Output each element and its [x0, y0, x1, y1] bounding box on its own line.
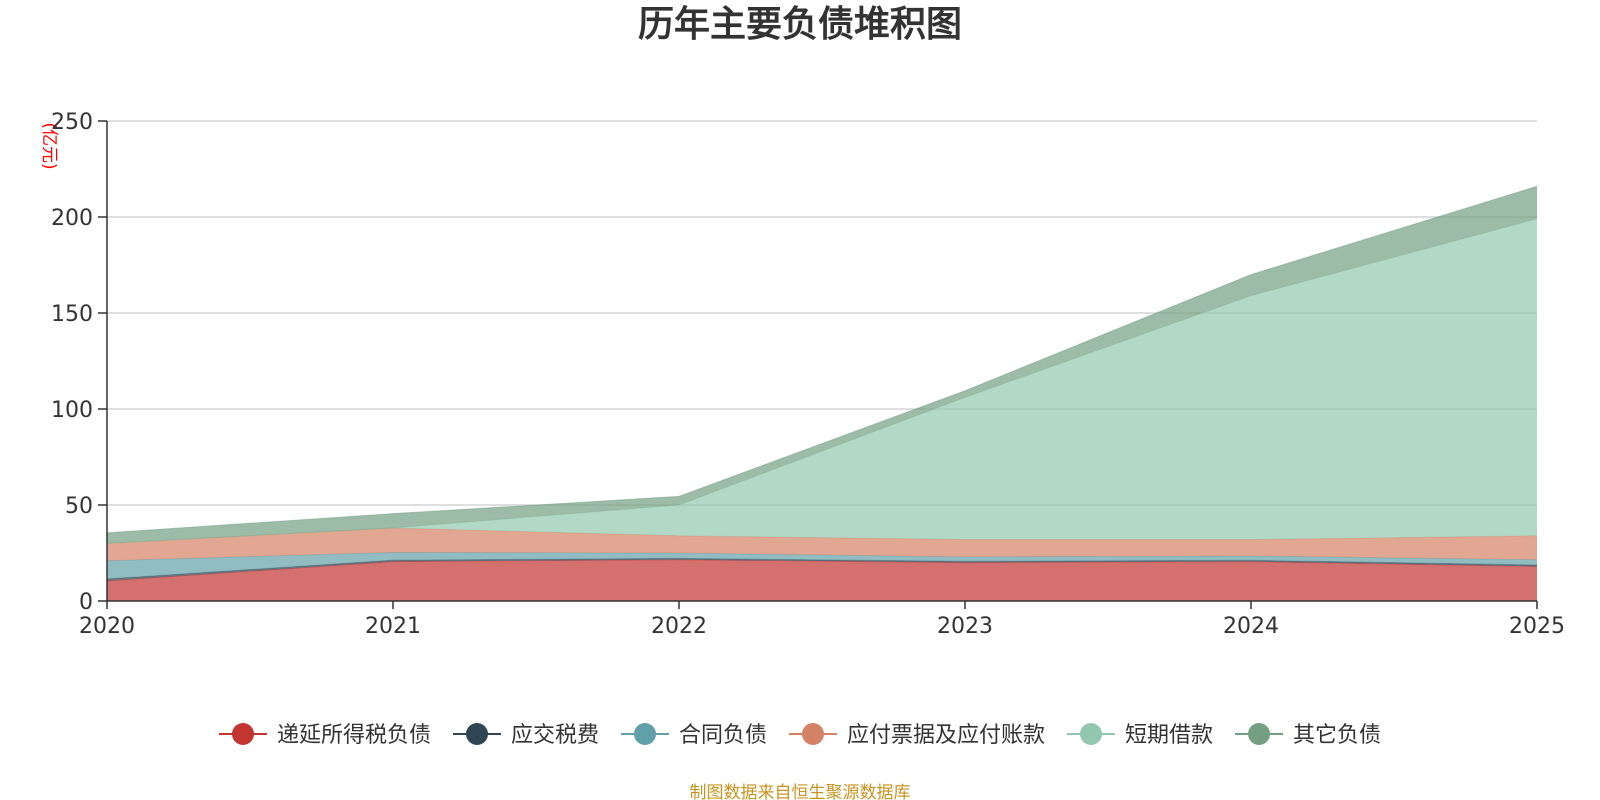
- legend-label: 应付票据及应付账款: [847, 723, 1045, 748]
- data-source-note: 制图数据来自恒生聚源数据库: [690, 783, 911, 800]
- area-series-3: [107, 552, 1537, 579]
- x-tick-label: 2025: [1509, 614, 1565, 639]
- x-tick-label: 2021: [365, 614, 421, 639]
- axes: 0 50 100 150 200 250 2020 2021 2022 2023 2024 2025: [51, 110, 1565, 639]
- area-series-6-edge: [106, 185, 1538, 534]
- legend-marker-1: [232, 723, 254, 745]
- legend-marker-4: [802, 723, 824, 745]
- legend-marker-2: [466, 723, 488, 745]
- y-axis-unit-label: (亿元): [39, 122, 59, 169]
- area-series-5: [107, 218, 1537, 544]
- legend-label: 其它负债: [1293, 723, 1381, 748]
- legend-label: 递延所得税负债: [277, 723, 431, 748]
- chart-title: 历年主要负债堆积图: [638, 4, 962, 45]
- area-series-4: [107, 528, 1537, 561]
- x-tick-label: 2024: [1223, 614, 1279, 639]
- x-tick-label: 2023: [937, 614, 993, 639]
- y-tick-label: 250: [51, 110, 93, 135]
- y-tick-label: 100: [51, 398, 93, 423]
- stacked-areas: [106, 185, 1538, 601]
- legend-item: 合同负债: [621, 723, 767, 748]
- legend-item: 应付票据及应付账款: [789, 723, 1045, 748]
- legend-item: 应交税费: [453, 723, 599, 748]
- legend-item: 递延所得税负债: [219, 723, 431, 748]
- legend-label: 合同负债: [679, 723, 767, 748]
- legend-label: 应交税费: [511, 723, 599, 748]
- legend-item: 短期借款: [1067, 723, 1213, 748]
- legend-item: 其它负债: [1235, 723, 1381, 748]
- y-tick-label: 200: [51, 206, 93, 231]
- x-tick-label: 2022: [651, 614, 707, 639]
- legend: 递延所得税负债 应交税费 合同负债 应付票据及应付账款 短期借款 其它负债: [219, 723, 1381, 748]
- legend-marker-5: [1080, 723, 1102, 745]
- y-tick-label: 0: [79, 590, 93, 615]
- legend-marker-6: [1248, 723, 1270, 745]
- x-tick-label: 2020: [79, 614, 135, 639]
- legend-marker-3: [634, 723, 656, 745]
- y-tick-label: 50: [65, 494, 93, 519]
- y-tick-label: 150: [51, 302, 93, 327]
- area-series-1: [107, 559, 1537, 601]
- legend-label: 短期借款: [1125, 723, 1213, 748]
